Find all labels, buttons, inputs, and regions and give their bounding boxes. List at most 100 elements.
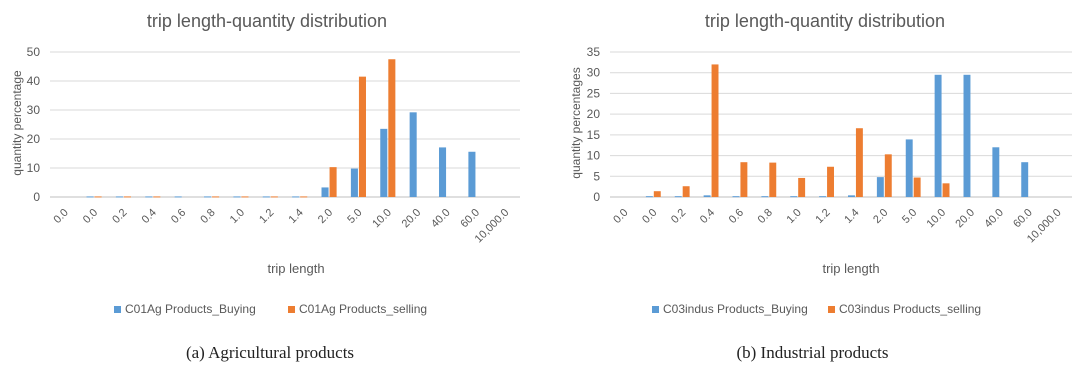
bar-selling (153, 196, 161, 198)
y-axis-label: quantity percentages (569, 67, 583, 178)
bar-buying (233, 196, 241, 198)
bar-buying (262, 196, 270, 198)
y-tick-label: 10 (587, 149, 601, 163)
bar-selling (942, 183, 950, 197)
legend-swatch-selling (828, 306, 835, 313)
bar-selling (358, 76, 366, 197)
bar-buying (905, 139, 913, 197)
x-tick-label: 0.2 (110, 207, 129, 226)
chart-industrial: trip length-quantity distribution quanti… (569, 11, 1072, 316)
bar-selling (855, 128, 863, 197)
bar-selling (711, 64, 719, 197)
x-tick-label: 0.0 (640, 207, 659, 226)
x-tick-label: 1.0 (785, 207, 804, 226)
y-tick-label: 25 (587, 86, 601, 100)
x-tick-label: 1.2 (813, 207, 832, 226)
x-tick-label: 1.4 (842, 207, 861, 226)
x-tick-label: 1.2 (257, 207, 276, 226)
bar-buying (963, 74, 971, 197)
legend-swatch-buying (114, 306, 121, 313)
y-axis-label: quantity percentage (10, 70, 24, 176)
bar-buying (703, 195, 711, 197)
legend-label-selling: C03indus Products_selling (839, 302, 981, 316)
legend-label-buying: C01Ag Products_Buying (125, 302, 256, 316)
bar-buying (468, 151, 476, 197)
bar-buying (848, 195, 855, 197)
caption-agricultural: (a) Agricultural products (185, 343, 355, 362)
bar-buying (934, 74, 942, 197)
bar-selling (653, 191, 661, 197)
x-tick-label: 0.8 (198, 207, 217, 226)
x-tick-label: 0.0 (81, 207, 100, 226)
x-tick-label: 40.0 (982, 207, 1006, 231)
y-tick-label: 20 (587, 107, 601, 121)
bar-buying (292, 196, 300, 198)
bar-buying (876, 177, 884, 197)
legend-label-buying: C03indus Products_Buying (663, 302, 808, 316)
x-tick-label: 0.0 (611, 207, 630, 226)
x-tick-label: 2.0 (316, 207, 335, 226)
bar-buying (350, 168, 358, 197)
bar-buying (645, 196, 653, 198)
legend-swatch-buying (652, 306, 659, 313)
bar-selling (270, 196, 278, 198)
y-tick-label: 5 (593, 169, 600, 183)
bar-buying (761, 196, 769, 198)
x-tick-label: 2.0 (871, 207, 890, 226)
chart-agricultural: trip length-quantity distribution quanti… (10, 11, 520, 316)
bar-buying (321, 187, 329, 197)
x-tick-label: 0.6 (169, 207, 188, 226)
legend: C01Ag Products_Buying C01Ag Products_sel… (114, 302, 427, 316)
legend-label-selling: C01Ag Products_selling (299, 302, 427, 316)
bar-selling (682, 186, 690, 197)
bar-buying (86, 196, 94, 198)
bar-selling (388, 59, 396, 197)
x-tick-label: 10.0 (370, 207, 394, 231)
bar-selling (884, 154, 892, 197)
x-tick-label: 5.0 (900, 207, 919, 226)
x-tick-label: 0.4 (698, 207, 717, 226)
bar-selling (827, 166, 834, 197)
y-tick-label: 40 (27, 74, 41, 88)
bar-buying (819, 196, 827, 198)
bar-selling (123, 196, 131, 198)
y-tick-label: 0 (33, 190, 40, 204)
x-tick-label: 0.4 (140, 207, 159, 226)
y-tick-label: 35 (587, 45, 601, 59)
x-tick-label: 5.0 (345, 207, 364, 226)
y-tick-label: 15 (587, 128, 601, 142)
bar-selling (300, 196, 308, 198)
bar-buying (992, 147, 1000, 197)
x-tick-label: 20.0 (953, 207, 977, 231)
x-tick-label: 40.0 (429, 207, 453, 231)
bar-selling (241, 196, 249, 198)
y-tick-label: 0 (593, 190, 600, 204)
x-tick-label: 0.2 (669, 207, 688, 226)
bar-buying (732, 196, 740, 198)
bar-selling (798, 177, 806, 197)
x-tick-label: 1.4 (287, 207, 306, 226)
bar-buying (380, 128, 388, 197)
bar-selling (740, 162, 748, 197)
y-tick-label: 20 (27, 132, 41, 146)
bar-selling (329, 167, 337, 197)
bar-buying (115, 196, 123, 198)
bar-selling (94, 196, 102, 198)
bar-selling (913, 177, 921, 197)
legend: C03indus Products_Buying C03indus Produc… (652, 302, 981, 316)
chart-title: trip length-quantity distribution (147, 11, 387, 31)
x-tick-label: 0.0 (52, 207, 71, 226)
bar-buying (1021, 162, 1029, 197)
legend-swatch-selling (288, 306, 295, 313)
bar-selling (212, 196, 220, 198)
x-axis-label: trip length (822, 261, 879, 276)
y-tick-label: 10 (27, 161, 41, 175)
y-tick-label: 30 (27, 103, 41, 117)
x-axis-label: trip length (267, 261, 324, 276)
bar-buying (409, 112, 417, 197)
bar-buying (439, 147, 447, 197)
bar-buying (174, 196, 182, 198)
x-tick-label: 0.8 (756, 207, 775, 226)
bar-selling (769, 162, 777, 197)
x-tick-label: 0.6 (727, 207, 746, 226)
